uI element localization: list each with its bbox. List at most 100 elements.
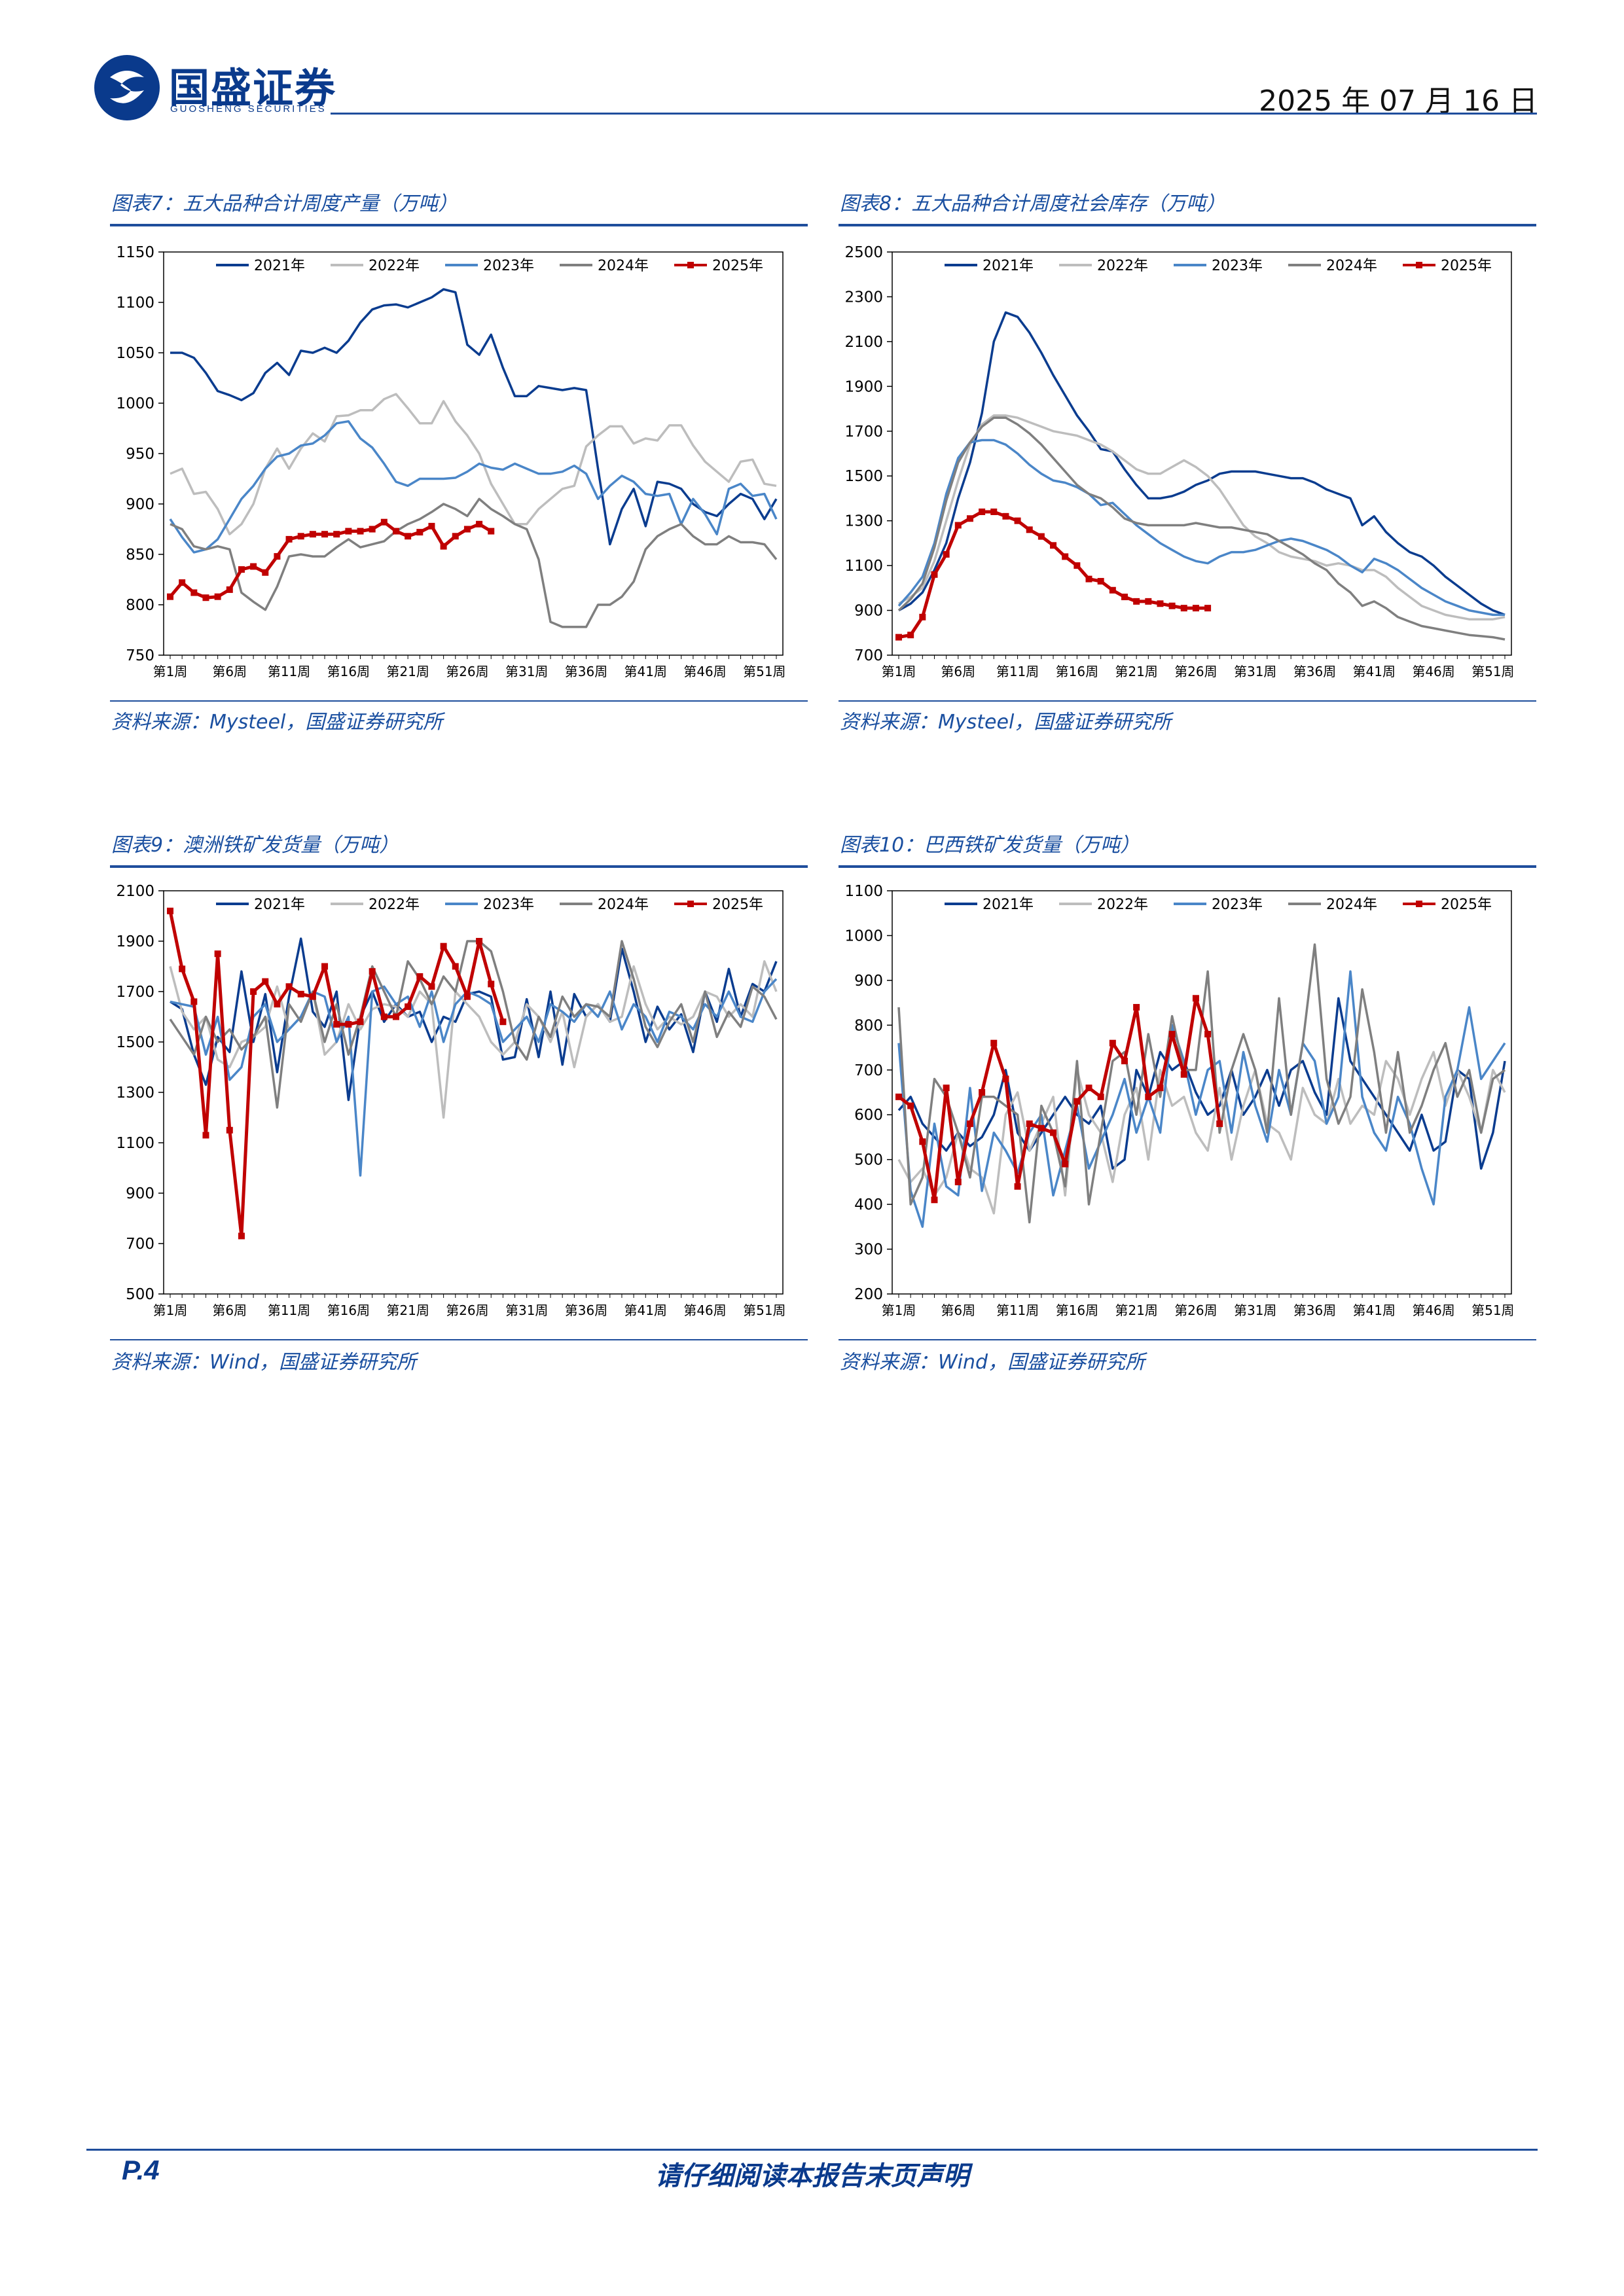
- chart8-bottom-divider: [839, 700, 1536, 702]
- logo-text: 国盛证券: [169, 64, 337, 112]
- y-tick-label: 700: [854, 647, 883, 664]
- chart9-bottom-divider: [110, 1339, 808, 1340]
- company-logo: 国盛证券 GUOSHENG SECURITIES: [90, 51, 431, 124]
- x-tick-label: 第46周: [1412, 1302, 1454, 1318]
- legend-label-2024: 2024年: [598, 897, 649, 913]
- y-tick-label: 700: [854, 1062, 883, 1079]
- y-tick-label: 900: [126, 496, 154, 513]
- series-point-2025: [990, 508, 998, 515]
- series-point-2025: [907, 1102, 914, 1109]
- x-tick-label: 第21周: [386, 1302, 429, 1318]
- x-tick-label: 第26周: [446, 1302, 488, 1318]
- series-point-2025: [250, 563, 257, 570]
- series-point-2025: [262, 978, 269, 985]
- x-tick-label: 第6周: [941, 1302, 975, 1318]
- series-point-2025: [321, 531, 329, 538]
- x-tick-label: 第11周: [996, 1302, 1039, 1318]
- series-point-2025: [416, 973, 424, 980]
- series-point-2025: [190, 589, 198, 596]
- chart7-title-divider: [110, 224, 808, 226]
- x-tick-label: 第16周: [1056, 664, 1098, 679]
- series-point-2025: [1121, 1058, 1128, 1065]
- series-point-2025: [179, 579, 186, 586]
- series-point-2025: [416, 529, 424, 536]
- series-point-2025: [333, 531, 340, 538]
- series-line-2023: [897, 439, 1505, 617]
- series-point-2025: [488, 528, 495, 535]
- x-tick-label: 第16周: [327, 664, 370, 679]
- series-point-2025: [440, 543, 447, 550]
- x-tick-label: 第46周: [1412, 664, 1454, 679]
- x-tick-label: 第51周: [1471, 1302, 1514, 1318]
- y-tick-label: 950: [126, 446, 154, 463]
- series-point-2025: [499, 1018, 507, 1026]
- series-point-2025: [1133, 598, 1140, 605]
- series-point-2025: [1074, 562, 1081, 569]
- series-point-2025: [345, 1021, 352, 1028]
- x-tick-label: 第1周: [153, 664, 188, 679]
- series-point-2025: [167, 907, 173, 914]
- legend-marker: [1416, 262, 1422, 268]
- series-point-2025: [357, 1018, 364, 1026]
- x-tick-label: 第31周: [1234, 1302, 1276, 1318]
- chart7-svg: 750 800 850 900 950 1000 1050 1100 1150 第1周 第6周 第11…: [116, 244, 785, 679]
- y-tick-label: 1700: [116, 984, 154, 1001]
- y-tick-label: 1100: [116, 1135, 154, 1152]
- series-point-2025: [202, 594, 209, 601]
- series-point-2025: [309, 531, 316, 538]
- series-point-2025: [428, 522, 435, 529]
- chart10-title-divider: [839, 865, 1536, 868]
- series-point-2025: [1109, 1039, 1116, 1047]
- y-tick-label: 800: [126, 597, 154, 614]
- series-point-2025: [333, 1021, 340, 1028]
- x-tick-label: 第36周: [565, 664, 607, 679]
- y-tick-label: 1700: [844, 423, 883, 440]
- series-point-2025: [250, 988, 257, 995]
- series-line-2023: [897, 970, 1506, 1229]
- series-point-2025: [309, 993, 316, 1000]
- series-point-2025: [907, 632, 914, 639]
- series-point-2025: [931, 1196, 938, 1204]
- legend-label-2021: 2021年: [983, 897, 1034, 913]
- x-tick-label: 第41周: [1353, 664, 1396, 679]
- legend-label-2025: 2025年: [712, 258, 763, 274]
- series-point-2025: [1157, 1085, 1164, 1092]
- plot-frame: [892, 890, 1512, 1295]
- series-point-2025: [405, 1003, 412, 1011]
- y-tick-label: 1050: [116, 345, 154, 362]
- series-point-2025: [380, 1013, 388, 1020]
- chart8-svg: 700 900 1100 1300 1500 1700 1900 2100 2300 2500 第1…: [844, 244, 1514, 679]
- x-tick-label: 第26周: [1174, 664, 1217, 679]
- y-tick-label: 900: [126, 1185, 154, 1202]
- legend-label-2022: 2022年: [369, 897, 420, 913]
- series-point-2025: [1157, 600, 1164, 607]
- logo-subtitle: GUOSHENG SECURITIES: [170, 103, 327, 115]
- series-point-2025: [1145, 598, 1152, 605]
- series-line-2025: [897, 996, 1221, 1202]
- legend-label-2023: 2023年: [1212, 897, 1263, 913]
- series-point-2025: [392, 1013, 399, 1020]
- series-line-2024: [897, 416, 1506, 641]
- series-point-2025: [895, 634, 902, 641]
- legend-label-2021: 2021年: [983, 258, 1034, 274]
- series-point-2025: [954, 522, 962, 529]
- y-tick-label: 1500: [844, 468, 883, 485]
- series-point-2025: [179, 965, 186, 973]
- x-tick-label: 第51周: [1471, 664, 1514, 679]
- y-tick-label: 300: [854, 1242, 883, 1259]
- series-point-2025: [1204, 605, 1212, 612]
- legend-label-2023: 2023年: [483, 258, 534, 274]
- series-line-2022: [898, 414, 1506, 620]
- chart9-title-divider: [110, 865, 808, 868]
- legend-marker: [1416, 901, 1422, 907]
- series-point-2025: [238, 1232, 245, 1240]
- chart10-source: 资料来源：Wind，国盛证券研究所: [840, 1351, 1146, 1374]
- series-line-2025: [169, 520, 492, 600]
- series-line-2025: [168, 910, 505, 1238]
- series-point-2025: [380, 518, 388, 526]
- series-line-2021: [898, 311, 1506, 617]
- x-tick-label: 第31周: [505, 1302, 548, 1318]
- series-line-2024: [170, 497, 778, 628]
- header-divider: [331, 113, 1537, 115]
- series-point-2025: [1121, 594, 1128, 601]
